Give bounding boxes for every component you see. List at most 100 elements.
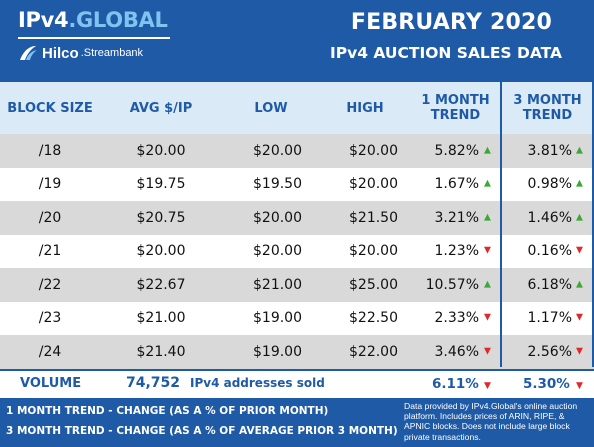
legend-3-month: 3 MONTH TREND - CHANGE (AS A % OF AVERAG… [6,425,398,437]
cell-low-price: $20.00 [253,142,302,159]
hilco-swoosh-icon [20,46,37,60]
volume-row: VOLUME 74,752 IPv4 addresses sold 6.11% … [0,369,594,398]
cell-low-price: $20.00 [253,243,302,260]
footer-banner: 1 MONTH TREND - CHANGE (AS A % OF PRIOR … [0,398,594,447]
cell-avg-price: $22.67 [136,276,186,293]
cell-1-month-trend: 3.46% [434,343,479,360]
divider-3-month [592,82,594,367]
cell-avg-price: $20.75 [136,209,186,226]
col-header-avg: AVG $/IP [129,100,193,116]
triangle-down-icon: ▼ [576,381,583,391]
cell-high-price: $21.50 [349,209,398,226]
col-header-3-month-trend: 3 MONTH TREND [501,82,594,134]
legend-1-month: 1 MONTH TREND - CHANGE (AS A % OF PRIOR … [6,405,329,417]
logo-divider [18,37,170,39]
cell-avg-price: $21.40 [136,343,186,360]
logo-hilco-text: Hilco [42,44,79,62]
cell-low-price: $19.00 [253,310,302,327]
cell-high-price: $20.00 [349,176,398,193]
cell-avg-price: $20.00 [136,243,186,260]
volume-label: VOLUME [20,376,82,391]
col-header-1-month-line2: TREND [430,108,481,123]
logo-streambank-text: .Streambank [80,47,144,59]
table-body: /18 $20.00 $20.00 $20.00 5.82% 3.81% ▲ ▲ /19 $19.… [0,134,594,369]
cell-1-month-trend: 1.67% [434,176,479,193]
table-row: /23 $21.00 $19.00 $22.50 2.33% 1.17% ▼ ▼ [0,301,594,335]
triangle-up-icon: ▲ [484,279,491,290]
volume-number: 74,752 [126,375,181,391]
cell-avg-price: $21.00 [136,310,186,327]
cell-3-month-trend: 0.16% [527,243,572,260]
table-row: /20 $20.75 $20.00 $21.50 3.21% 1.46% ▲ ▲ [0,201,594,235]
cell-block-size: /20 [38,209,62,226]
col-header-high: HIGH [346,100,384,116]
col-header-3-month-line1: 3 MONTH [513,93,582,108]
table-row: /19 $19.75 $19.50 $20.00 1.67% 0.98% ▲ ▲ [0,167,594,201]
cell-3-month-trend: 1.17% [527,310,572,327]
cell-high-price: $25.00 [349,276,398,293]
volume-3-month-trend: 5.30% [523,376,570,392]
data-source-note: Data provided by IPv4.Global's online au… [404,401,578,442]
col-header-low: LOW [254,100,288,116]
triangle-down-icon: ▼ [484,245,491,256]
cell-3-month-trend: 1.46% [527,209,572,226]
table-row: /22 $22.67 $21.00 $25.00 10.57% 6.18% ▲ ▲ [0,268,594,302]
table-row: /18 $20.00 $20.00 $20.00 5.82% 3.81% ▲ ▲ [0,134,594,168]
volume-text: IPv4 addresses sold [190,376,325,390]
col-header-1-month-trend: 1 MONTH TREND [410,82,501,134]
triangle-down-icon: ▼ [484,312,491,323]
cell-low-price: $20.00 [253,209,302,226]
cell-block-size: /18 [38,142,62,159]
auction-data-table: BLOCK SIZE AVG $/IP LOW HIGH 1 MONTH TRE… [0,82,594,369]
cell-low-price: $19.50 [253,176,302,193]
triangle-down-icon: ▼ [576,312,583,323]
col-header-block-size: BLOCK SIZE [7,100,93,116]
cell-block-size: /22 [38,276,62,293]
cell-low-price: $21.00 [253,276,302,293]
header-banner: IPv4.GLOBAL Hilco .Streambank FEBRUARY 20… [0,0,594,82]
triangle-down-icon: ▼ [576,346,583,357]
cell-1-month-trend: 2.33% [434,310,479,327]
triangle-down-icon: ▼ [484,346,491,357]
cell-high-price: $20.00 [349,243,398,260]
triangle-down-icon: ▼ [484,381,491,391]
cell-3-month-trend: 2.56% [527,343,572,360]
triangle-up-icon: ▲ [484,178,491,189]
cell-high-price: $22.00 [349,343,398,360]
triangle-down-icon: ▼ [576,245,583,256]
cell-low-price: $19.00 [253,343,302,360]
col-header-1-month-line1: 1 MONTH [421,93,490,108]
report-subtitle: IPv4 AUCTION SALES DATA [330,44,562,62]
table-row: /24 $21.40 $19.00 $22.00 3.46% 2.56% ▼ ▼ [0,335,594,369]
triangle-up-icon: ▲ [484,145,491,156]
ipv4-global-logo: IPv4.GLOBAL [18,8,168,32]
table-row: /21 $20.00 $20.00 $20.00 1.23% 0.16% ▼ ▼ [0,234,594,268]
divider-1-month [500,82,502,367]
cell-avg-price: $19.75 [136,176,186,193]
logo-global-text: GLOBAL [76,8,168,32]
cell-block-size: /19 [38,176,62,193]
volume-1-month-trend: 6.11% [432,376,479,392]
hilco-streambank-logo: Hilco .Streambank [18,44,143,62]
cell-1-month-trend: 10.57% [425,276,479,293]
cell-1-month-trend: 5.82% [434,142,479,159]
triangle-up-icon: ▲ [576,212,583,223]
report-title: FEBRUARY 2020 [350,10,552,35]
table-header-row: BLOCK SIZE AVG $/IP LOW HIGH 1 MONTH TRE… [0,82,594,134]
cell-3-month-trend: 0.98% [527,176,572,193]
triangle-up-icon: ▲ [576,279,583,290]
cell-block-size: /23 [38,310,62,327]
cell-high-price: $22.50 [349,310,398,327]
cell-3-month-trend: 3.81% [527,142,572,159]
cell-high-price: $20.00 [349,142,398,159]
cell-avg-price: $20.00 [136,142,186,159]
triangle-up-icon: ▲ [576,178,583,189]
cell-block-size: /21 [38,243,62,260]
cell-1-month-trend: 1.23% [434,243,479,260]
cell-1-month-trend: 3.21% [434,209,479,226]
cell-3-month-trend: 6.18% [527,276,572,293]
logo-ipv4-text: IPv4 [18,8,69,32]
cell-block-size: /24 [38,343,62,360]
triangle-up-icon: ▲ [576,145,583,156]
